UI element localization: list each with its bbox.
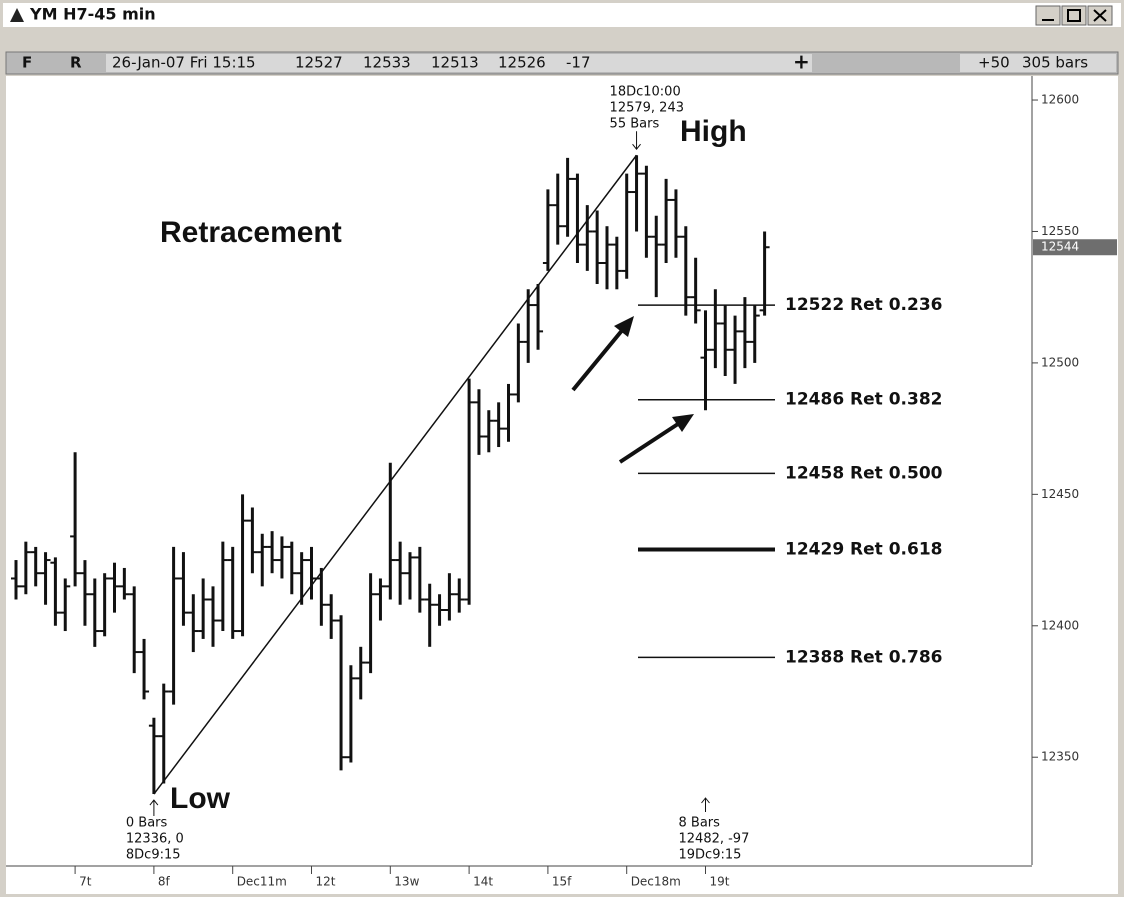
x-tick-label: 8f xyxy=(158,875,171,889)
window-buttons[interactable] xyxy=(1035,5,1113,26)
high-info: 55 Bars xyxy=(610,117,660,132)
pointer xyxy=(701,797,710,812)
maximize-icon xyxy=(1067,9,1081,22)
quote-high: 12533 xyxy=(363,54,411,72)
x-tick-label: 14t xyxy=(473,875,493,889)
retracement-label: 12429 Ret 0.618 xyxy=(785,540,943,560)
retracement-label: 12486 Ret 0.382 xyxy=(785,390,943,410)
y-tick-label: 12400 xyxy=(1041,618,1079,632)
arrows xyxy=(571,316,694,464)
quote-open: 12527 xyxy=(295,54,343,72)
pointer xyxy=(632,131,641,151)
last-price-box xyxy=(1033,239,1117,256)
pointer xyxy=(149,799,159,817)
annotation-low: Low xyxy=(170,782,231,815)
x-tick-label: 15f xyxy=(552,875,572,889)
x-tick-label: 7t xyxy=(79,875,92,889)
annotation-high: High xyxy=(680,115,747,148)
bars-count: 305 bars xyxy=(1022,54,1088,72)
pullback-info: 12482, -97 xyxy=(679,832,750,847)
y-tick-label: 12600 xyxy=(1041,93,1079,107)
arrow-head xyxy=(672,414,694,432)
minimize-button[interactable] xyxy=(1035,5,1061,26)
window-title: YM H7-45 min xyxy=(29,5,156,24)
bars-field xyxy=(960,54,1116,72)
trend-line xyxy=(153,154,638,795)
quote-low: 12513 xyxy=(431,54,479,72)
high-info: 12579, 243 xyxy=(610,101,684,116)
pullback-info: 19Dc9:15 xyxy=(679,848,742,863)
x-tick-label: 12t xyxy=(316,875,336,889)
toolbar-flag[interactable]: F xyxy=(22,54,32,72)
arrow xyxy=(618,420,683,464)
bars-offset: +50 xyxy=(978,54,1010,72)
arrow-head xyxy=(614,316,634,337)
retracement-label: 12522 Ret 0.236 xyxy=(785,295,943,315)
title-bar xyxy=(3,3,1121,27)
plot-area xyxy=(6,76,1118,894)
y-tick-label: 12550 xyxy=(1041,224,1079,238)
app-icon xyxy=(10,8,24,22)
maximize-button[interactable] xyxy=(1061,5,1087,26)
y-tick-label: 12450 xyxy=(1041,487,1079,501)
crosshair-button[interactable]: + xyxy=(793,50,810,74)
y-tick-label: 12500 xyxy=(1041,355,1079,369)
quote-datetime: 26-Jan-07 Fri 15:15 xyxy=(112,54,256,72)
x-tick-label: Dec11m xyxy=(237,875,287,889)
low-info: 8Dc9:15 xyxy=(126,848,181,863)
retracement-label: 12388 Ret 0.786 xyxy=(785,647,943,667)
x-tick-label: Dec18m xyxy=(631,875,681,889)
quote-field xyxy=(106,54,812,72)
x-tick-label: 19t xyxy=(710,875,730,889)
annotation-title: Retracement xyxy=(160,216,342,249)
last-price-label: 12544 xyxy=(1041,240,1079,254)
y-tick-label: 12350 xyxy=(1041,750,1079,764)
retracement-label: 12458 Ret 0.500 xyxy=(785,463,943,483)
close-icon xyxy=(1093,9,1107,22)
x-tick-label: 13w xyxy=(394,875,419,889)
high-info: 18Dc10:00 xyxy=(610,85,681,100)
low-info: 12336, 0 xyxy=(126,832,184,847)
quote-change: -17 xyxy=(566,54,591,72)
pullback-info: 8 Bars xyxy=(679,816,721,831)
arrow xyxy=(571,326,626,392)
quote-close: 12526 xyxy=(498,54,546,72)
low-info: 0 Bars xyxy=(126,816,168,831)
toolbar-flag[interactable]: R xyxy=(70,54,82,72)
